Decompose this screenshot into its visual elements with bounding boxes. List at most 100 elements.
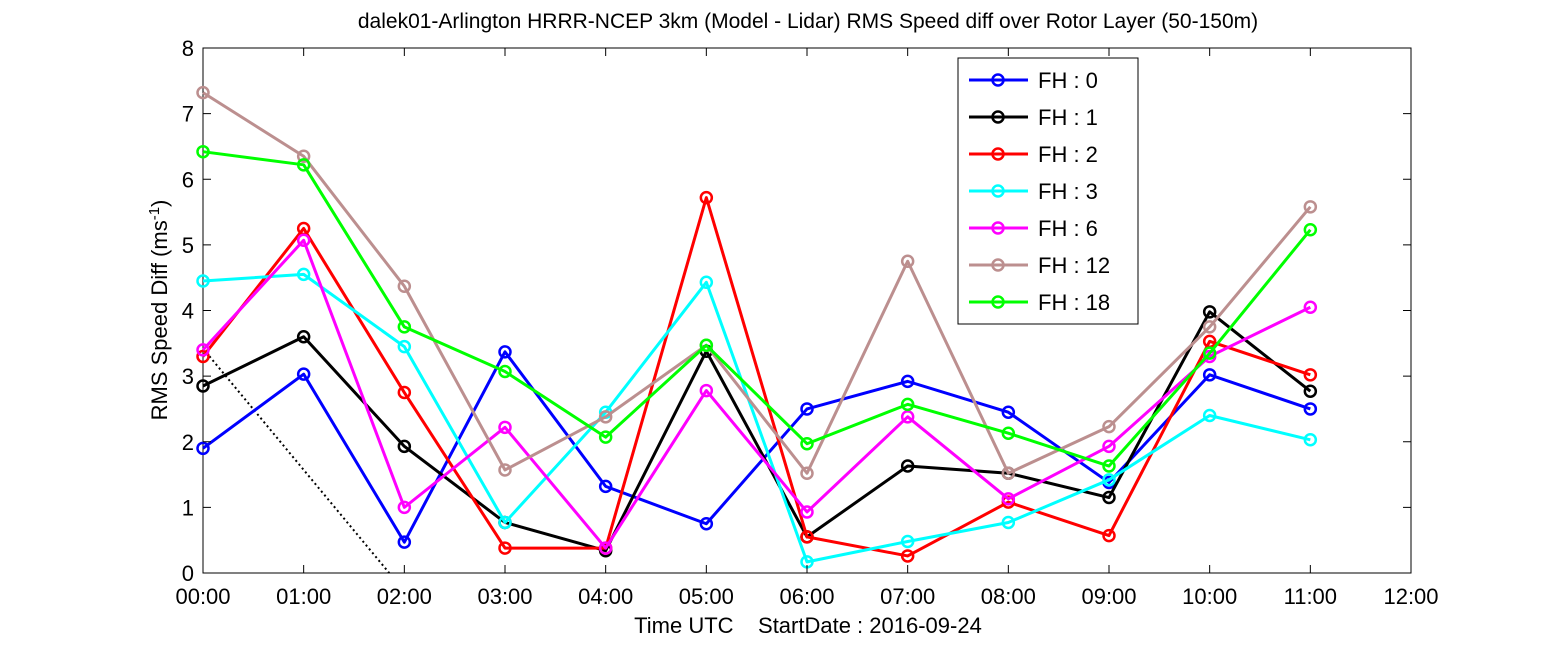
data-point	[1102, 528, 1116, 543]
series-layer	[196, 85, 1318, 569]
data-point	[296, 149, 311, 164]
data-point	[196, 274, 210, 288]
data-point	[1303, 223, 1318, 237]
legend-item: FH : 18	[969, 290, 1110, 315]
data-point	[1102, 473, 1116, 487]
y-tick-label: 8	[182, 36, 194, 61]
data-point	[1202, 346, 1217, 360]
series-fh-6	[196, 233, 1318, 555]
data-point	[1001, 515, 1016, 530]
x-tick-label: 06:00	[779, 584, 834, 609]
legend-marker	[991, 258, 1005, 272]
x-axis-label: Time UTC StartDate : 2016-09-24	[634, 613, 982, 638]
series-line	[202, 150, 1312, 468]
chart-title: dalek01-Arlington HRRR-NCEP 3km (Model -…	[358, 10, 1258, 33]
series-line	[202, 272, 1311, 564]
data-point	[699, 190, 714, 205]
x-tick-label: 08:00	[981, 584, 1036, 609]
legend-item: FH : 12	[969, 253, 1110, 278]
data-point	[498, 541, 512, 555]
data-point	[699, 275, 714, 290]
data-point	[1303, 433, 1318, 447]
x-tick-label: 03:00	[477, 584, 532, 609]
x-tick-label: 09:00	[1081, 584, 1136, 609]
data-point	[800, 436, 814, 451]
legend-marker	[991, 147, 1005, 161]
data-point	[196, 343, 210, 357]
data-point	[1303, 300, 1318, 314]
legend-label: FH : 1	[1038, 105, 1098, 130]
data-point	[598, 430, 613, 444]
data-point	[598, 541, 613, 555]
data-point	[196, 349, 210, 364]
data-point	[1102, 419, 1116, 434]
data-point	[1001, 492, 1016, 506]
legend-item: FH : 6	[969, 216, 1098, 241]
data-point	[296, 158, 311, 172]
series-line	[201, 196, 1311, 558]
legend-marker	[991, 73, 1005, 87]
y-axis-label-superscript: -1	[146, 207, 163, 220]
legend-label: FH : 0	[1038, 68, 1098, 93]
legend-item: FH : 1	[969, 105, 1098, 130]
data-point	[699, 338, 714, 353]
data-point	[1303, 384, 1318, 398]
legend-item: FH : 3	[969, 179, 1098, 204]
x-tick-label: 11:00	[1284, 584, 1337, 609]
x-tick-label: 10:00	[1182, 584, 1237, 609]
x-tick-label: 01:00	[276, 584, 331, 609]
data-point	[900, 459, 915, 473]
plot-area	[202, 47, 1412, 574]
legend-label: FH : 2	[1038, 142, 1098, 167]
data-point	[1001, 405, 1016, 419]
data-point	[397, 279, 412, 293]
data-point	[498, 345, 512, 359]
y-tick-label: 5	[182, 233, 194, 258]
data-point	[498, 364, 512, 379]
data-point	[1202, 320, 1217, 334]
data-point	[900, 534, 915, 549]
data-point	[699, 383, 714, 398]
x-axis-ticks: 00:00 01:00 02:00 03:00 04:00 05:00 06:00 07:00…	[175, 48, 1439, 609]
data-point	[900, 549, 915, 563]
legend-label: FH : 3	[1038, 179, 1098, 204]
legend-label: FH : 12	[1038, 253, 1110, 278]
data-point	[598, 479, 613, 494]
y-axis-ticks: 0 1 2 3 4 5 6 7 8	[182, 36, 1411, 586]
data-point	[1102, 490, 1116, 505]
x-tick-label: 07:00	[880, 584, 935, 609]
data-point	[397, 385, 412, 400]
data-point	[800, 505, 814, 519]
legend-marker	[991, 221, 1005, 235]
data-point	[397, 535, 412, 549]
y-tick-label: 0	[182, 561, 194, 586]
series-line	[202, 91, 1312, 475]
data-point	[1303, 402, 1318, 416]
data-point	[800, 402, 814, 416]
data-point	[397, 320, 412, 334]
legend-marker	[991, 184, 1005, 198]
data-point	[498, 515, 512, 530]
y-axis-label-suffix: )	[147, 200, 172, 207]
data-point	[296, 267, 311, 282]
reference-dotted-line	[202, 347, 391, 574]
data-point	[1001, 466, 1016, 480]
legend-item: FH : 2	[969, 142, 1098, 167]
x-tick-label: 00:00	[175, 584, 230, 609]
series-fh-18	[196, 144, 1318, 473]
x-tick-label: 02:00	[377, 584, 432, 609]
legend-marker	[991, 295, 1005, 309]
data-point	[1202, 408, 1217, 423]
data-point	[1001, 426, 1016, 440]
data-point	[1202, 305, 1217, 319]
data-point	[296, 367, 311, 381]
data-point	[196, 441, 210, 456]
data-point	[1303, 200, 1318, 214]
data-point	[699, 517, 714, 531]
data-point	[1102, 439, 1116, 454]
data-point	[196, 379, 210, 393]
y-axis-label: RMS Speed Diff (ms-1)	[146, 200, 173, 421]
data-point	[900, 254, 915, 269]
x-tick-label: 04:00	[578, 584, 633, 609]
